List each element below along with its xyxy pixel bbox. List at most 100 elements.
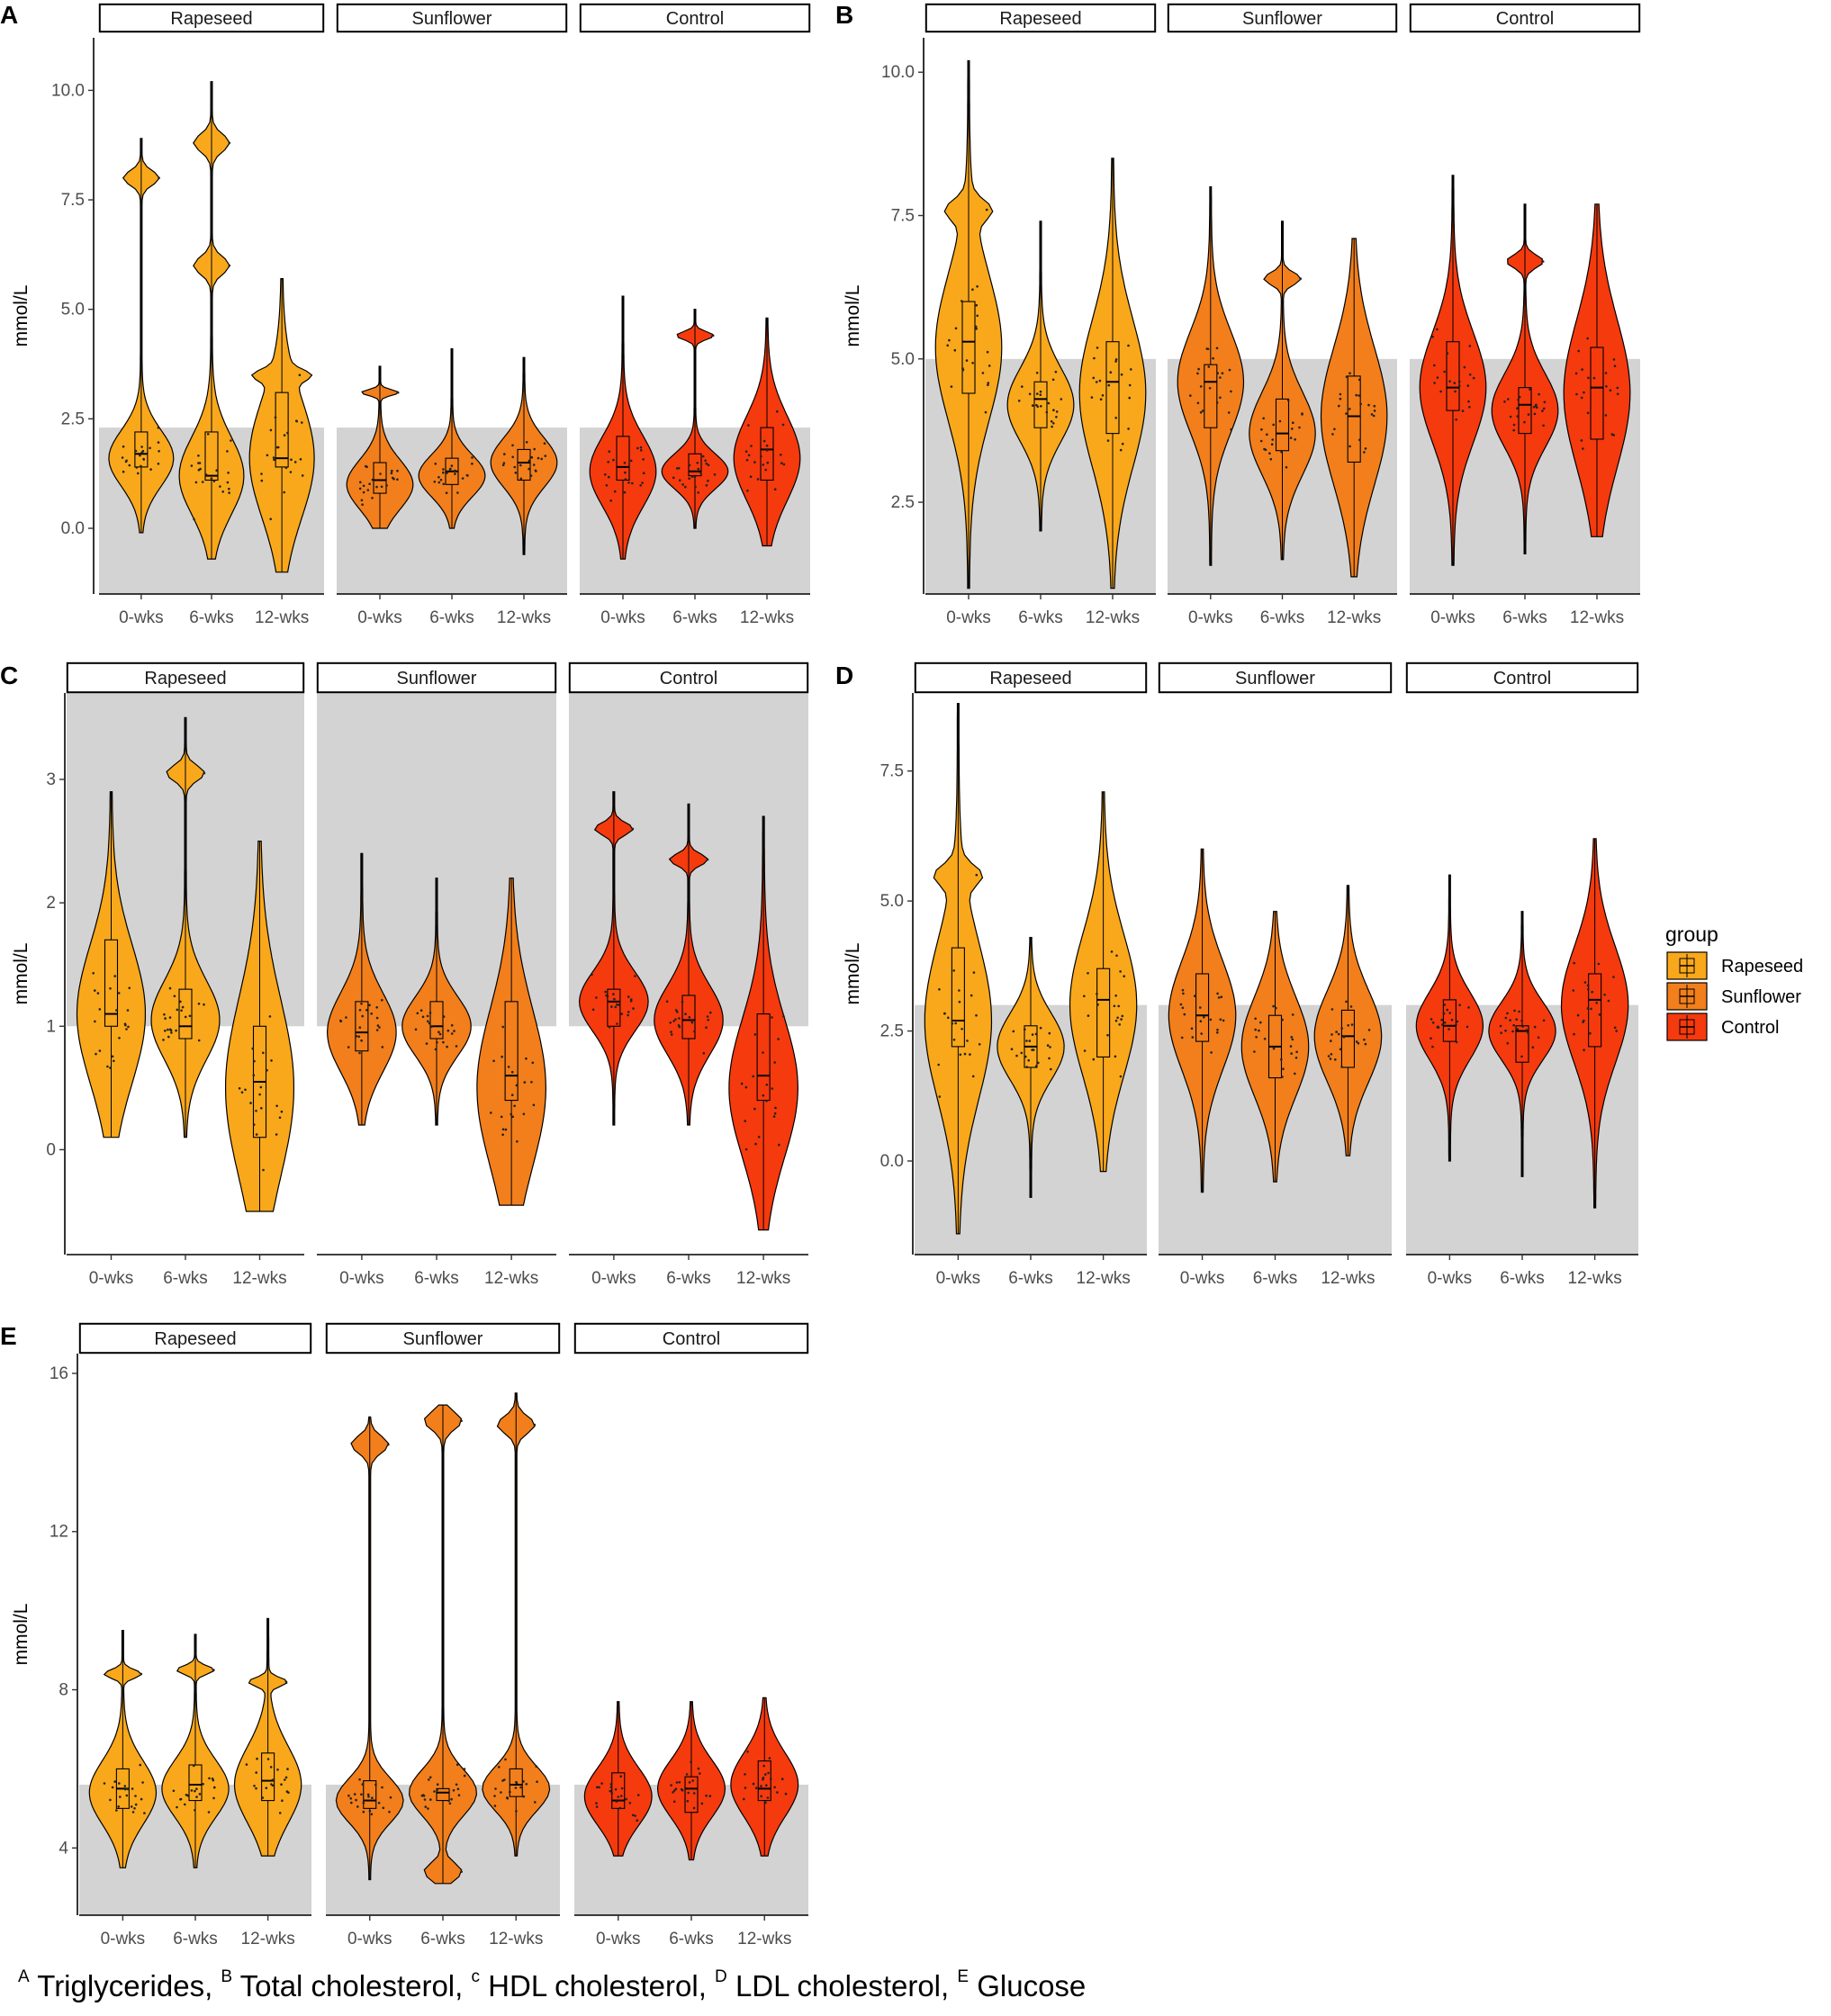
data-point	[1060, 398, 1063, 400]
data-point	[176, 1805, 178, 1809]
data-point	[639, 446, 643, 449]
data-point	[1616, 392, 1619, 396]
data-point	[1199, 1020, 1203, 1022]
facet-strip-label: Sunflower	[412, 9, 492, 29]
data-point	[615, 1800, 618, 1803]
data-point	[1583, 981, 1587, 984]
violin-0-wks: 0-wks	[346, 365, 414, 627]
data-point	[978, 1043, 981, 1046]
data-point	[692, 1792, 696, 1795]
data-point	[988, 364, 991, 367]
legend-label: Sunflower	[1721, 987, 1801, 1007]
data-point	[953, 348, 957, 352]
data-point	[706, 1015, 709, 1018]
data-point	[1453, 382, 1457, 384]
data-point	[780, 454, 782, 456]
y-axis-label: mmol/L	[11, 285, 32, 347]
data-point	[753, 1107, 756, 1111]
data-point	[694, 485, 697, 489]
data-point	[976, 285, 979, 288]
data-point	[118, 1782, 121, 1785]
data-point	[699, 1772, 701, 1775]
data-point	[299, 458, 302, 461]
x-tick-label: 0-wks	[119, 608, 164, 627]
data-point	[631, 482, 634, 485]
data-point	[500, 1115, 503, 1119]
data-point	[1605, 385, 1608, 388]
data-point	[1199, 385, 1203, 388]
data-point	[447, 1799, 450, 1803]
data-point	[286, 431, 289, 435]
data-point	[700, 1802, 704, 1805]
x-tick-label: 12-wks	[736, 1269, 790, 1288]
data-point	[1272, 1004, 1275, 1008]
violin-0-wks: 0-wks	[1415, 874, 1484, 1288]
data-point	[669, 1022, 672, 1024]
data-point	[1357, 1041, 1360, 1045]
data-point	[210, 477, 213, 480]
data-point	[1096, 993, 1098, 995]
facet-rapeseed: Rapeseed 0-wks 6-wks 12-wks	[98, 3, 325, 627]
data-point	[1230, 428, 1232, 431]
violin-12-wks: 12-wks	[1313, 885, 1383, 1288]
data-point	[690, 475, 694, 478]
data-point	[134, 1803, 138, 1806]
data-point	[954, 327, 958, 330]
data-point	[1255, 1036, 1258, 1039]
y-axis-label: mmol/L	[843, 285, 863, 347]
data-point	[756, 478, 760, 481]
data-point	[501, 464, 505, 466]
data-point	[987, 382, 990, 384]
data-point	[157, 427, 160, 429]
data-point	[1466, 384, 1470, 387]
data-point	[501, 1128, 505, 1131]
data-point	[442, 1040, 445, 1044]
data-point	[230, 439, 232, 442]
data-point	[1527, 1031, 1529, 1034]
box	[1340, 1009, 1355, 1068]
data-point	[1355, 393, 1357, 397]
x-tick-label: 0-wks	[946, 608, 991, 627]
data-point	[984, 410, 988, 414]
data-point	[1542, 1019, 1546, 1022]
data-point	[625, 1797, 627, 1801]
data-point	[1367, 1029, 1371, 1031]
box	[1446, 341, 1460, 411]
data-point	[353, 1793, 356, 1796]
data-point	[376, 1024, 380, 1027]
data-point	[1051, 378, 1055, 382]
violin-6-wks: 6-wks	[150, 716, 221, 1288]
data-point	[437, 475, 440, 479]
data-point	[697, 491, 699, 494]
data-point	[1337, 1032, 1340, 1036]
data-point	[1443, 1022, 1447, 1024]
data-point	[1199, 411, 1203, 414]
data-point	[368, 482, 371, 485]
data-point	[1573, 1032, 1575, 1036]
panel-letter: C	[0, 662, 18, 689]
data-point	[1280, 1058, 1283, 1061]
data-point	[455, 1045, 458, 1048]
data-point	[149, 446, 151, 450]
data-point	[197, 1039, 201, 1042]
data-point	[1110, 950, 1114, 953]
data-point	[1359, 402, 1362, 406]
data-point	[111, 1786, 114, 1789]
data-point	[670, 1033, 673, 1036]
data-point	[371, 1796, 374, 1799]
data-point	[1583, 391, 1585, 394]
box	[178, 988, 193, 1040]
data-point	[450, 1032, 454, 1035]
data-point	[255, 1110, 257, 1112]
data-point	[745, 458, 749, 462]
data-point	[781, 423, 785, 427]
data-point	[203, 1003, 205, 1006]
data-point	[455, 1783, 458, 1786]
data-point	[672, 1800, 676, 1804]
data-point	[293, 461, 297, 464]
data-point	[1512, 423, 1516, 427]
data-point	[453, 1030, 455, 1032]
data-point	[749, 475, 753, 478]
data-point	[262, 1051, 265, 1055]
data-point	[690, 1019, 693, 1022]
